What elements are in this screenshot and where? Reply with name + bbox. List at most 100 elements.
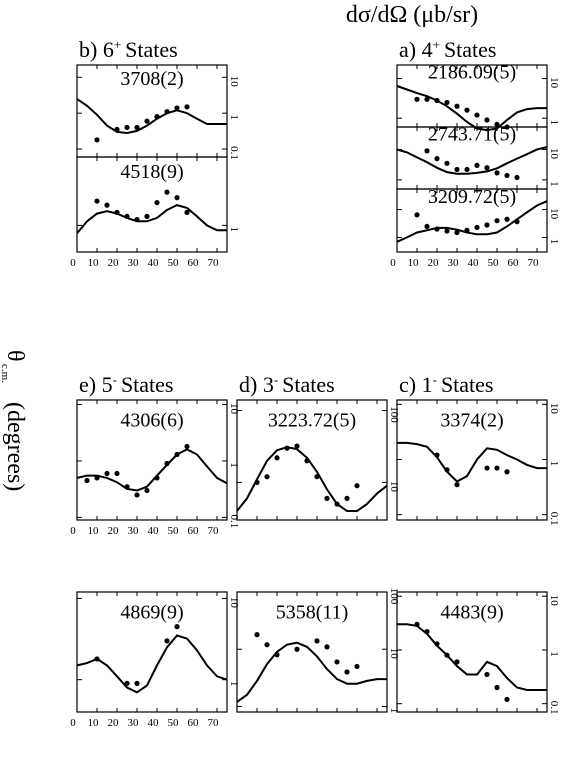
panel-title-prefix: e) 5 xyxy=(79,372,113,397)
data-point xyxy=(124,213,130,220)
y-tick-label: 0.1 xyxy=(228,146,240,160)
y-tick-label: 10 xyxy=(548,148,560,160)
x-tick-label: 10 xyxy=(88,257,100,269)
x-tick-label: 30 xyxy=(448,257,460,269)
panel-title-word: States xyxy=(121,372,174,397)
data-point xyxy=(504,469,510,475)
x-tick-label: 30 xyxy=(128,717,140,729)
y-tick-label: 10 xyxy=(548,403,560,415)
theory-curve xyxy=(76,634,228,694)
data-point xyxy=(154,114,160,120)
x-tick-label: 50 xyxy=(488,257,500,269)
state-energy-label: 5358(11) xyxy=(276,601,349,623)
data-point xyxy=(294,646,300,652)
state-energy-label: 4869(9) xyxy=(120,601,183,623)
x-tick-label: 40 xyxy=(148,525,160,537)
state-energy-label: 3708(2) xyxy=(120,68,183,90)
y-tick-label: 1 xyxy=(228,114,240,120)
panel-title-word: States xyxy=(444,37,497,62)
panel-frame xyxy=(76,156,228,253)
panel-title: d) 3- States xyxy=(239,372,335,397)
data-point xyxy=(304,458,310,464)
data-point xyxy=(494,121,500,127)
data-point xyxy=(484,465,490,471)
data-point xyxy=(314,638,320,644)
state-energy-label: 3374(2) xyxy=(440,409,503,431)
data-point xyxy=(154,199,160,206)
data-point xyxy=(484,165,490,171)
x-axis-subscript: c.m. xyxy=(0,364,11,383)
theory-curve xyxy=(396,85,547,132)
panel-title: b) 6+ States xyxy=(79,37,178,62)
data-point xyxy=(124,124,130,131)
data-point xyxy=(84,477,90,484)
y-tick-label: 10 xyxy=(548,595,560,607)
x-tick-label: 20 xyxy=(428,257,440,269)
data-point xyxy=(444,467,450,473)
panel-e: 0.1 1 10 4306(6) e) 5- States 0 10 20 30 40 50 60 70 xyxy=(70,372,240,537)
x-tick-label: 70 xyxy=(208,257,220,269)
x-tick-label: 20 xyxy=(108,257,120,269)
data-point xyxy=(144,118,150,124)
x-tick-label: 40 xyxy=(148,717,160,729)
data-point xyxy=(94,475,100,481)
data-point xyxy=(324,495,330,501)
panel-title-sup: - xyxy=(433,372,437,387)
x-tick-label: 70 xyxy=(528,257,540,269)
y-tick-label: 1 xyxy=(228,227,240,233)
panel-title-word: States xyxy=(441,372,494,397)
data-point xyxy=(184,443,190,450)
state-energy-label: 3223.72(5) xyxy=(268,409,356,431)
data-point xyxy=(164,638,170,644)
data-point xyxy=(454,659,460,665)
x-axis-theta: θ xyxy=(2,350,28,362)
data-point xyxy=(424,96,430,102)
data-point xyxy=(134,680,140,686)
data-point xyxy=(454,103,460,109)
data-point xyxy=(114,126,120,133)
data-point xyxy=(334,501,340,507)
panel-a3: 1 10 3209.72(5) 0 10 20 30 40 50 60 70 xyxy=(390,186,560,269)
data-point xyxy=(484,117,490,123)
theory-curve xyxy=(396,146,548,175)
data-point xyxy=(434,226,440,232)
x-tick-label: 60 xyxy=(508,257,520,269)
theory-curve xyxy=(76,98,227,135)
x-tick-label: 30 xyxy=(128,257,140,269)
data-point xyxy=(474,162,480,168)
y-tick-label: 10 xyxy=(228,76,240,88)
state-energy-label: 4306(6) xyxy=(120,409,183,431)
data-point xyxy=(434,156,440,162)
data-point xyxy=(164,460,170,467)
data-point xyxy=(134,124,140,131)
x-tick-label: 0 xyxy=(70,717,76,729)
data-point xyxy=(414,212,420,218)
data-point xyxy=(494,465,500,471)
panel-frame xyxy=(396,591,548,713)
x-tick-label: 70 xyxy=(208,525,220,537)
panel-title-prefix: a) 4 xyxy=(399,37,433,62)
x-tick-label: 10 xyxy=(88,717,100,729)
data-point xyxy=(104,202,110,208)
panel-title: c) 1- States xyxy=(399,372,494,397)
y-axis-label: dσ/dΩ (μb/sr) xyxy=(346,2,478,28)
data-point xyxy=(264,474,270,480)
x-axis-unit: (degrees) xyxy=(2,402,28,491)
panel-title-sup: - xyxy=(274,372,278,387)
state-energy-label: 4483(9) xyxy=(440,601,503,623)
data-point xyxy=(514,174,520,181)
panel-title-prefix: b) 6 xyxy=(79,37,114,62)
data-point xyxy=(464,107,470,113)
data-point xyxy=(504,696,510,703)
y-tick-label: 100 xyxy=(388,588,400,605)
panel-a: 1 10 2186.09(5)a) 4+ States xyxy=(396,37,560,132)
panel-c: 0.1 1 10 3374(2) c) 1- States xyxy=(396,372,560,526)
y-tick-label: 100 xyxy=(388,406,400,423)
data-point xyxy=(474,224,480,230)
data-point xyxy=(274,455,280,461)
data-point xyxy=(174,195,180,201)
